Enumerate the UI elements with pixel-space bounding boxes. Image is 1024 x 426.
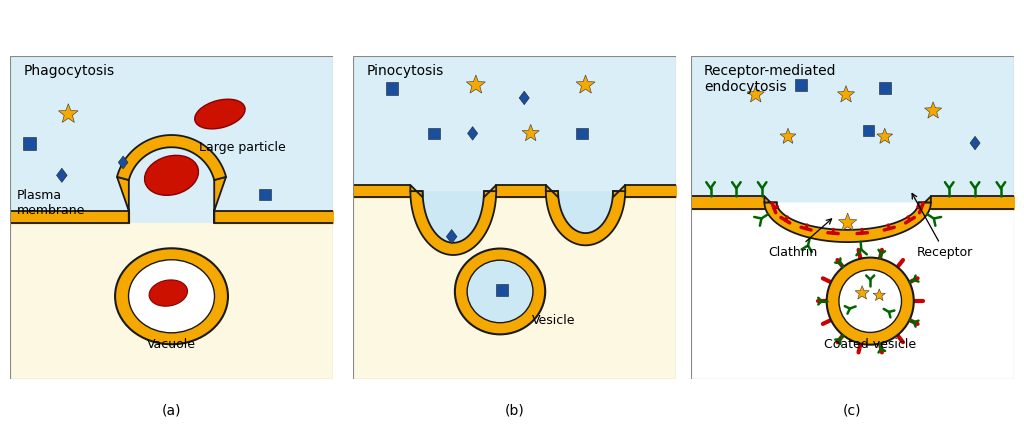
Text: Large particle: Large particle (199, 141, 286, 155)
Ellipse shape (115, 248, 228, 344)
Polygon shape (259, 189, 271, 201)
Text: Receptor: Receptor (912, 193, 973, 259)
Text: (c): (c) (843, 403, 862, 417)
Ellipse shape (195, 99, 245, 129)
Polygon shape (411, 185, 423, 197)
Text: Clathrin: Clathrin (769, 219, 831, 259)
Text: Vesicle: Vesicle (532, 314, 575, 327)
Polygon shape (925, 102, 942, 118)
Polygon shape (765, 196, 776, 209)
Polygon shape (780, 128, 796, 144)
Polygon shape (484, 185, 497, 197)
Polygon shape (839, 213, 857, 230)
Polygon shape (970, 136, 980, 150)
Polygon shape (468, 127, 478, 140)
Polygon shape (58, 104, 78, 122)
Text: Coated vesicle: Coated vesicle (824, 338, 916, 351)
Polygon shape (385, 82, 398, 95)
Polygon shape (56, 168, 68, 182)
Text: Vacuole: Vacuole (147, 338, 196, 351)
Polygon shape (877, 128, 893, 144)
Polygon shape (411, 191, 497, 255)
Bar (691, 209, 1014, 379)
Ellipse shape (455, 248, 545, 334)
Ellipse shape (150, 280, 187, 306)
Polygon shape (838, 86, 855, 102)
Polygon shape (577, 75, 595, 93)
Bar (10, 56, 333, 223)
Polygon shape (117, 177, 129, 223)
Polygon shape (863, 125, 874, 135)
Polygon shape (879, 82, 891, 95)
Polygon shape (119, 156, 128, 169)
Polygon shape (546, 191, 626, 245)
Polygon shape (776, 202, 919, 230)
Polygon shape (558, 191, 613, 233)
Polygon shape (214, 177, 226, 223)
Polygon shape (855, 286, 869, 299)
Text: (b): (b) (505, 403, 524, 417)
Polygon shape (522, 124, 540, 141)
Ellipse shape (144, 155, 199, 196)
Polygon shape (519, 91, 529, 105)
Polygon shape (466, 75, 485, 93)
Bar (691, 56, 1014, 209)
Polygon shape (496, 284, 508, 296)
Polygon shape (117, 135, 226, 180)
Polygon shape (428, 128, 439, 139)
Text: Pinocytosis: Pinocytosis (367, 64, 443, 78)
Text: Plasma
membrane: Plasma membrane (16, 189, 85, 217)
Ellipse shape (467, 260, 532, 323)
Polygon shape (919, 196, 931, 209)
Ellipse shape (839, 270, 901, 332)
Text: Receptor-mediated
endocytosis: Receptor-mediated endocytosis (705, 64, 837, 94)
Polygon shape (613, 185, 626, 197)
Bar (10, 223, 333, 379)
Polygon shape (873, 289, 886, 300)
Text: (a): (a) (162, 403, 181, 417)
Polygon shape (24, 137, 36, 150)
Ellipse shape (129, 260, 214, 333)
Text: Phagocytosis: Phagocytosis (24, 64, 115, 78)
Polygon shape (795, 79, 807, 91)
Polygon shape (748, 86, 764, 102)
Polygon shape (423, 191, 484, 243)
Polygon shape (765, 202, 931, 242)
Polygon shape (446, 230, 457, 244)
Polygon shape (577, 128, 588, 139)
Bar (353, 197, 676, 379)
Bar (353, 56, 676, 197)
Polygon shape (546, 185, 558, 197)
Ellipse shape (826, 258, 913, 345)
